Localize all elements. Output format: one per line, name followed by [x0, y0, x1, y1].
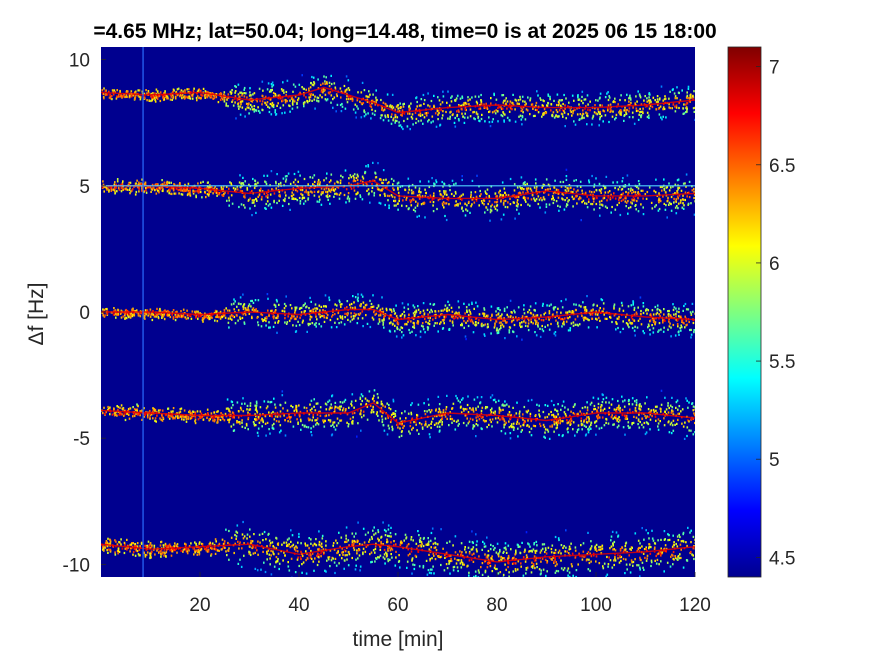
trace-band [101, 161, 695, 222]
y-axis-ticks: -10 -5 0 5 10 [63, 51, 106, 576]
y-axis-label: Δf [Hz] [25, 282, 48, 345]
y-tick-label: -5 [73, 429, 90, 450]
y-tick-label: 0 [79, 303, 90, 324]
x-tick-label: 60 [387, 595, 408, 616]
x-tick-label: 20 [189, 595, 210, 616]
trace-core-line [101, 180, 695, 200]
trace-core-line [101, 308, 695, 321]
x-axis-ticks: 20 40 60 80 100 120 [189, 572, 711, 616]
colorbar-tick-label: 5.5 [769, 352, 795, 373]
x-tick-label: 100 [580, 595, 612, 616]
colorbar-tick-label: 7 [769, 58, 780, 79]
trace-band [101, 520, 695, 577]
colorbar-tick-label: 5 [769, 450, 780, 471]
colorbar-gradient [727, 46, 762, 578]
colorbar: 4.5 5 5.5 6 6.5 7 [727, 46, 795, 578]
x-tick-label: 40 [288, 595, 309, 616]
colorbar-ticks: 4.5 5 5.5 6 6.5 7 [756, 58, 795, 569]
trace-band [101, 389, 695, 440]
trace-core-line [101, 543, 695, 563]
x-tick-label: 120 [679, 595, 711, 616]
y-tick-label: -10 [63, 555, 90, 576]
trace-band [101, 293, 695, 341]
trace-band [101, 74, 695, 131]
x-axis-label: time [min] [352, 628, 443, 651]
y-tick-label: 5 [79, 177, 90, 198]
signal-traces [101, 47, 695, 577]
y-tick-label: 10 [69, 51, 90, 72]
x-tick-label: 80 [486, 595, 507, 616]
plot-area [101, 47, 695, 577]
colorbar-tick-label: 6.5 [769, 156, 795, 177]
trace-core-line [101, 86, 695, 114]
colorbar-tick-label: 6 [769, 254, 780, 275]
trace-core-line [101, 402, 695, 424]
chart-title: =4.65 MHz; lat=50.04; long=14.48, time=0… [93, 20, 716, 43]
colorbar-tick-label: 4.5 [769, 548, 795, 569]
